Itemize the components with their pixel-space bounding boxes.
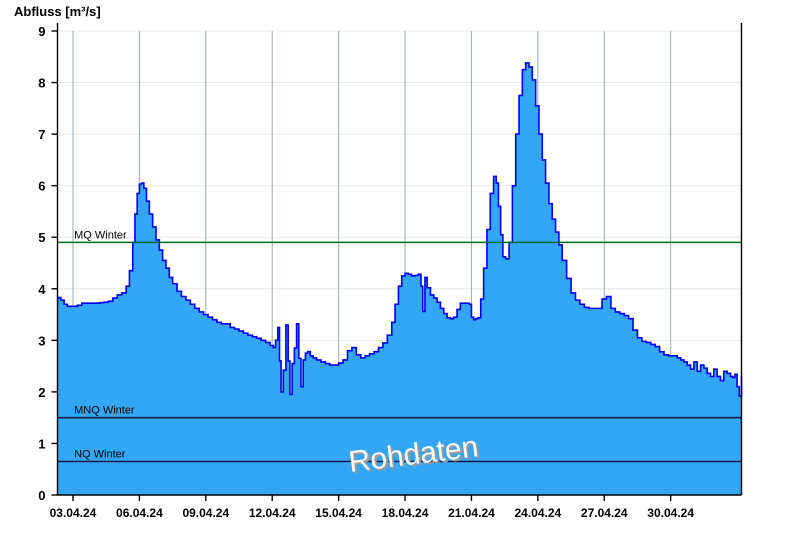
y-tick-label: 6 bbox=[38, 179, 45, 194]
x-tick-label: 27.04.24 bbox=[581, 506, 628, 520]
reference-line-label: MNQ Winter bbox=[74, 405, 135, 417]
x-tick-label: 12.04.24 bbox=[249, 506, 296, 520]
discharge-line bbox=[57, 62, 743, 397]
y-tick-label: 2 bbox=[38, 385, 45, 400]
y-tick-label: 5 bbox=[38, 230, 45, 245]
discharge-area-fill bbox=[57, 62, 742, 495]
y-tick-label: 7 bbox=[38, 127, 45, 142]
reference-line-label: MQ Winter bbox=[74, 229, 127, 241]
x-tick-label: 24.04.24 bbox=[514, 506, 561, 520]
y-tick-label: 8 bbox=[38, 76, 45, 91]
y-tick-label: 0 bbox=[38, 488, 45, 503]
x-tick-label: 06.04.24 bbox=[116, 506, 163, 520]
x-tick-label: 09.04.24 bbox=[182, 506, 229, 520]
x-tick-label: 18.04.24 bbox=[382, 506, 429, 520]
x-tick-label: 03.04.24 bbox=[50, 506, 97, 520]
x-tick-label: 21.04.24 bbox=[448, 506, 495, 520]
y-tick-label: 4 bbox=[38, 282, 46, 297]
data-series-layer bbox=[57, 62, 743, 495]
y-axis-title: Abfluss [m³/s] bbox=[14, 4, 101, 19]
y-tick-label: 3 bbox=[38, 333, 45, 348]
x-tick-label: 30.04.24 bbox=[647, 506, 694, 520]
axes-layer bbox=[56, 23, 743, 496]
reference-lines-layer: MQ Winter MNQ Winter NQ Winter bbox=[57, 229, 742, 463]
reference-line-label: NQ Winter bbox=[74, 448, 126, 460]
y-tick-label: 9 bbox=[38, 24, 45, 39]
x-tick-label: 15.04.24 bbox=[315, 506, 362, 520]
x-axis-ticks: 03.04.24 06.04.24 09.04.24 12.04.24 15.04.24… bbox=[50, 495, 694, 520]
y-axis-ticks: 0 1 2 3 4 5 6 7 8 9 bbox=[38, 24, 58, 503]
y-tick-label: 1 bbox=[38, 436, 45, 451]
